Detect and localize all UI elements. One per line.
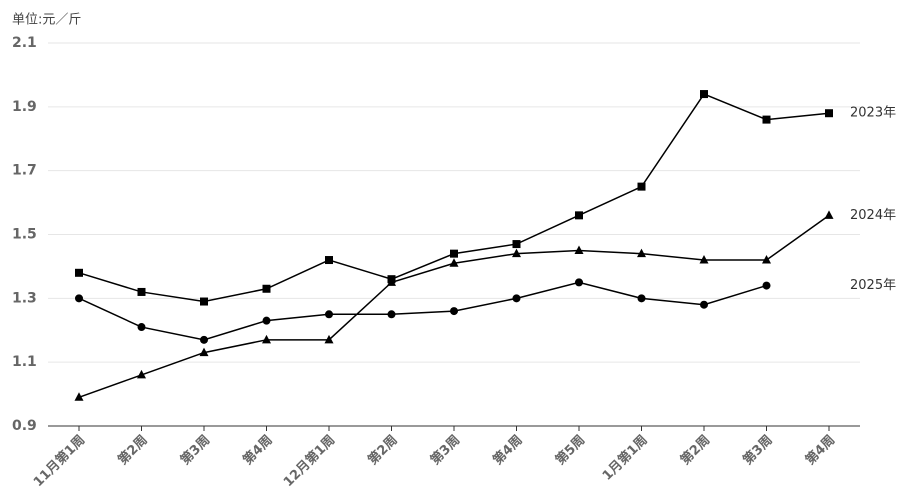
marker [262,284,271,293]
marker [74,392,84,401]
marker [199,347,209,357]
y-tick-label: 1.5 [12,227,37,243]
x-tick-label: 第4周 [802,432,838,468]
x-tick-label: 第2周 [365,432,401,468]
x-tick-label: 11月第1周 [30,432,88,490]
y-tick-label: 1.1 [12,354,37,370]
marker [575,211,583,220]
marker [824,210,834,219]
x-tick-label: 第4周 [490,432,526,468]
marker [387,277,396,286]
marker [137,323,146,332]
series-line [78,93,830,303]
x-tick-label: 第4周 [240,432,276,468]
y-tick-label: 1.9 [12,99,37,115]
marker [262,334,271,344]
legend-label: 2025年 [850,278,896,293]
x-tick-label: 第2周 [115,432,151,468]
series-line [78,214,830,398]
x-tick-label: 第3周 [177,432,213,468]
marker [699,255,709,264]
marker [137,369,146,379]
marker [324,334,334,344]
marker [75,268,83,277]
marker [512,240,521,249]
x-tick-label: 第5周 [552,432,588,468]
x-tick-label: 第3周 [427,432,463,468]
marker [574,245,584,254]
marker [637,182,646,191]
x-tick-label: 12月第1周 [280,432,338,490]
marker [762,281,771,290]
marker [512,248,521,258]
x-tick-label: 第2周 [677,432,713,468]
marker [700,90,708,99]
legend-label: 2023年 [850,106,896,121]
y-tick-label: 1.7 [12,163,37,179]
x-tick-label: 1月第1周 [599,432,651,484]
marker [449,258,459,267]
marker [825,109,833,118]
series-line [78,281,767,341]
marker [450,249,458,258]
marker [200,335,208,344]
marker [75,294,83,303]
y-tick-label: 0.9 [12,418,37,434]
marker [325,310,333,319]
legend-label: 2024年 [850,208,896,223]
marker [637,248,646,258]
marker [387,310,396,319]
marker [575,278,583,287]
y-axis-label: 单位:元／斤 [12,13,81,28]
marker [762,255,771,264]
marker [637,294,646,303]
marker [200,297,208,306]
marker [262,316,271,325]
marker [700,300,708,309]
y-tick-label: 1.3 [12,290,37,306]
marker [325,256,333,265]
marker [137,287,146,296]
marker [512,294,521,303]
x-tick-label: 第3周 [740,432,776,468]
marker [762,115,771,124]
marker [450,307,458,316]
y-tick-label: 2.1 [12,35,37,51]
